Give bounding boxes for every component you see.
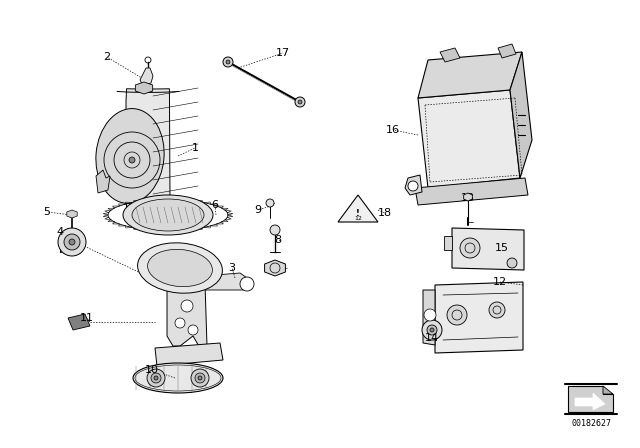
Polygon shape (264, 260, 285, 276)
Circle shape (295, 97, 305, 107)
Polygon shape (126, 89, 170, 215)
Circle shape (447, 305, 467, 325)
Text: 00182627: 00182627 (571, 419, 611, 428)
Polygon shape (498, 44, 516, 58)
Text: 18: 18 (378, 208, 392, 218)
Circle shape (69, 239, 75, 245)
Polygon shape (418, 90, 520, 188)
Polygon shape (338, 195, 378, 222)
Ellipse shape (123, 195, 213, 235)
Text: 12: 12 (493, 277, 507, 287)
Text: 2: 2 (104, 52, 111, 62)
Text: 14: 14 (425, 333, 439, 343)
Polygon shape (415, 178, 528, 205)
Text: 13: 13 (461, 193, 475, 203)
Circle shape (195, 373, 205, 383)
Polygon shape (435, 282, 523, 353)
Text: 11: 11 (80, 313, 94, 323)
Ellipse shape (135, 365, 221, 391)
Circle shape (298, 100, 302, 104)
Circle shape (223, 57, 233, 67)
Polygon shape (405, 175, 422, 195)
Text: 3: 3 (228, 263, 236, 273)
Polygon shape (68, 314, 90, 330)
Circle shape (430, 328, 434, 332)
Ellipse shape (96, 108, 164, 203)
Circle shape (427, 325, 437, 335)
Polygon shape (603, 386, 613, 394)
Polygon shape (423, 290, 435, 345)
Circle shape (58, 228, 86, 256)
Circle shape (226, 60, 230, 64)
Circle shape (422, 320, 442, 340)
Ellipse shape (133, 363, 223, 393)
Circle shape (154, 376, 158, 380)
Circle shape (198, 376, 202, 380)
Text: 6: 6 (211, 200, 218, 210)
Polygon shape (418, 52, 522, 98)
Circle shape (151, 373, 161, 383)
Ellipse shape (148, 250, 212, 287)
Circle shape (240, 277, 254, 291)
Ellipse shape (138, 243, 222, 293)
Polygon shape (167, 283, 207, 348)
Circle shape (266, 199, 274, 207)
Text: 10: 10 (145, 365, 159, 375)
Circle shape (489, 302, 505, 318)
Text: 15: 15 (495, 243, 509, 253)
Polygon shape (444, 236, 452, 250)
Polygon shape (96, 170, 110, 193)
Polygon shape (575, 393, 605, 410)
Circle shape (181, 300, 193, 312)
Text: !: ! (356, 208, 360, 217)
Circle shape (129, 157, 135, 163)
Text: 17: 17 (276, 48, 290, 58)
Circle shape (270, 225, 280, 235)
Circle shape (188, 325, 198, 335)
Polygon shape (140, 68, 153, 86)
Text: 16: 16 (386, 125, 400, 135)
Polygon shape (203, 273, 250, 290)
Text: 7: 7 (277, 263, 285, 273)
Text: 5: 5 (44, 207, 51, 217)
Circle shape (424, 309, 436, 321)
Polygon shape (452, 228, 524, 270)
Circle shape (64, 234, 80, 250)
Circle shape (191, 369, 209, 387)
Polygon shape (135, 82, 153, 94)
Polygon shape (510, 52, 532, 178)
Circle shape (460, 238, 480, 258)
Circle shape (147, 369, 165, 387)
Text: 1: 1 (191, 143, 198, 153)
Polygon shape (463, 193, 472, 201)
Circle shape (175, 318, 185, 328)
Text: 9: 9 (255, 205, 262, 215)
Circle shape (408, 181, 418, 191)
Text: 4: 4 (56, 227, 63, 237)
Ellipse shape (132, 199, 204, 231)
Polygon shape (67, 210, 77, 218)
Polygon shape (568, 386, 613, 412)
Text: 12: 12 (354, 215, 362, 220)
Polygon shape (155, 343, 223, 366)
Circle shape (507, 258, 517, 268)
Polygon shape (440, 48, 460, 62)
Text: 8: 8 (275, 235, 282, 245)
